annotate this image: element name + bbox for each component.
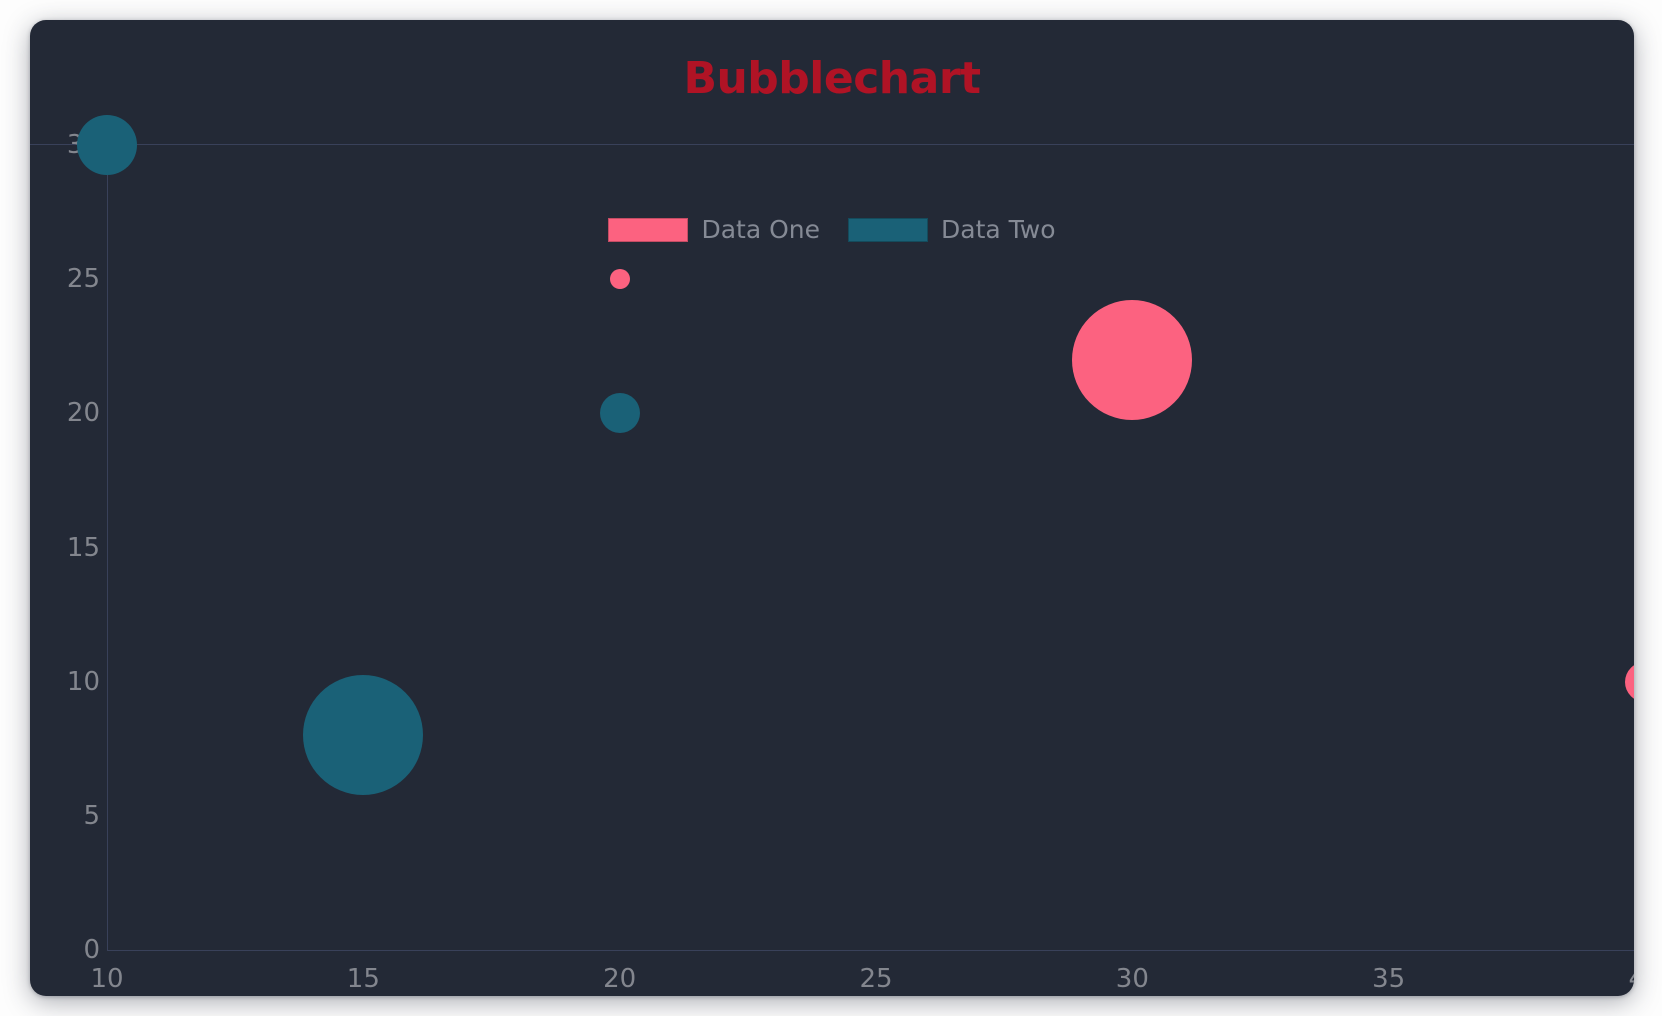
x-axis-tick-label: 20 — [603, 964, 637, 994]
x-axis-tick-label: 15 — [346, 964, 380, 994]
x-axis-tick-label: 30 — [1115, 964, 1149, 994]
y-axis-tick-label: 20 — [66, 398, 100, 429]
x-axis-line — [107, 950, 1634, 951]
x-axis-tick-label: 35 — [1372, 964, 1406, 994]
bubble-point[interactable] — [1072, 299, 1193, 420]
y-axis-tick-label: 25 — [66, 264, 100, 295]
legend-label: Data One — [701, 215, 821, 244]
x-axis-tick-label: 25 — [859, 964, 893, 994]
bubble-point[interactable] — [599, 393, 640, 434]
legend-item-2[interactable]: Data Two — [848, 215, 1056, 244]
y-axis-tick-label: 10 — [66, 666, 100, 697]
x-axis-tick-label: 40 — [1628, 964, 1634, 994]
bubblechart-card: Bubblechart Data One Data Two 30 25 20 15 10 5… — [30, 20, 1634, 996]
legend-swatch-icon — [848, 217, 929, 242]
chart-legend: Data One Data Two — [30, 215, 1634, 244]
x-axis-tick-label: 10 — [90, 964, 124, 994]
y-axis-tick-label: 15 — [66, 532, 100, 563]
bubble-point[interactable] — [77, 115, 137, 175]
bubbles-layer — [30, 115, 1634, 996]
legend-swatch-icon — [608, 217, 689, 242]
legend-label: Data Two — [941, 215, 1056, 244]
y-axis-tick-label: 0 — [83, 935, 100, 965]
legend-item-1[interactable]: Data One — [608, 215, 820, 244]
card-header: Bubblechart — [30, 20, 1634, 145]
y-axis-tick-label: 5 — [83, 800, 100, 831]
bubble-point[interactable] — [1625, 661, 1634, 702]
y-axis-line — [107, 145, 108, 950]
bubble-point[interactable] — [303, 675, 424, 796]
bubble-point[interactable] — [609, 269, 630, 290]
page-title: Bubblechart — [683, 53, 981, 104]
